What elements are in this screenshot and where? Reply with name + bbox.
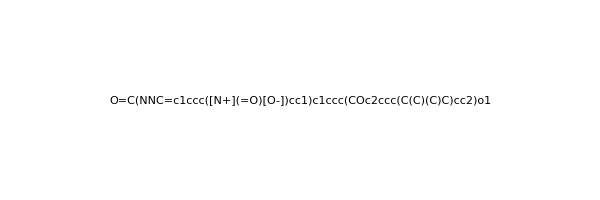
Text: O=C(NNC=c1ccc([N+](=O)[O-])cc1)c1ccc(COc2ccc(C(C)(C)C)cc2)o1: O=C(NNC=c1ccc([N+](=O)[O-])cc1)c1ccc(COc… [109, 95, 491, 105]
